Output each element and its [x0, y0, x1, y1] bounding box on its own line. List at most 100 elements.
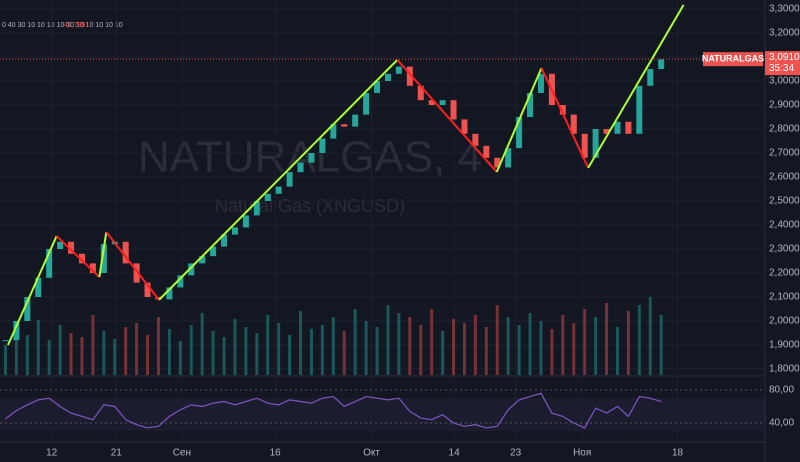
x-tick-label: 14 [449, 448, 461, 459]
candle-body [188, 263, 195, 276]
volume-bar [561, 315, 565, 375]
candle-body [46, 249, 53, 278]
candle-body [57, 241, 64, 249]
volume-bar [353, 309, 357, 375]
candle-body [133, 263, 140, 283]
candle-body [286, 172, 293, 187]
candle-body [341, 124, 348, 127]
candle-body [89, 263, 96, 273]
volume-bar [288, 335, 292, 375]
candle-body [231, 227, 238, 235]
volume-bar [178, 341, 182, 375]
x-tick-label: 18 [672, 448, 684, 459]
volume-bar [299, 311, 303, 375]
volume-bar [342, 331, 346, 375]
candle-body [330, 124, 337, 139]
candle-body [461, 119, 468, 134]
volume-bar [550, 329, 554, 375]
y-tick-label: 2,3000 [769, 244, 800, 255]
x-tick-label: 21 [111, 448, 123, 459]
y-tick-label: 1,8000 [769, 364, 800, 375]
candle-body [559, 105, 566, 115]
volume-bar [605, 303, 609, 375]
zigzag-segment [7, 235, 58, 346]
candle-body [417, 85, 424, 101]
y-tick-label: 2,8000 [769, 124, 800, 135]
rsi-line [5, 392, 662, 429]
candle-body [221, 234, 228, 247]
volume-bar [309, 329, 313, 375]
candle-body [592, 129, 599, 158]
volume-bar [47, 340, 51, 375]
volume-bar [320, 325, 324, 375]
candle-body [166, 287, 173, 300]
legend-value: 41,7991 [64, 22, 89, 29]
rsi-tick-label: 80,00 [769, 385, 794, 396]
volume-bar [36, 320, 40, 375]
y-tick-label: 2,5000 [769, 196, 800, 207]
zigzag-segment [98, 231, 108, 278]
x-tick-label: Ноя [573, 448, 591, 459]
volume-bar [495, 305, 499, 375]
y-tick-label: 2,9000 [769, 100, 800, 111]
volume-bar [375, 327, 379, 375]
volume-bar [419, 325, 423, 375]
candle-body [24, 297, 31, 321]
volume-bar [255, 333, 259, 375]
candle-body [527, 93, 534, 117]
zigzag-segment [540, 67, 590, 169]
volume-bar [408, 317, 412, 375]
volume-bar [266, 315, 270, 375]
y-tick-label: 2,4000 [769, 220, 800, 231]
volume-bar [211, 331, 215, 375]
candle-body [428, 100, 435, 105]
candle-body [319, 138, 326, 153]
y-tick-label: 2,6000 [769, 172, 800, 183]
candle-body [625, 121, 632, 134]
candle-body [242, 215, 249, 228]
volume-bar [91, 315, 95, 375]
volume-bar [386, 305, 390, 375]
volume-bar [113, 339, 117, 375]
countdown-label: 35:34 [769, 63, 794, 74]
candle-body [450, 100, 457, 120]
candle-body [35, 277, 42, 297]
zigzag-segment [55, 235, 101, 278]
volume-bar [462, 323, 466, 375]
volume-bar [80, 337, 84, 375]
candle-body [210, 246, 217, 257]
candle-body [122, 241, 129, 264]
volume-bar [69, 333, 73, 375]
candle-body [516, 117, 523, 149]
volume-bar [637, 305, 641, 375]
candle-body [483, 145, 490, 158]
volume-bar [167, 329, 171, 375]
candle-body [614, 121, 621, 134]
candle-body [68, 241, 75, 254]
volume-bar [14, 330, 18, 375]
volume-bar [615, 327, 619, 375]
volume-bar [583, 309, 587, 375]
y-tick-label: 3,2000 [769, 28, 800, 39]
symbol-tag [703, 52, 763, 67]
candle-body [13, 321, 20, 341]
candle-body [297, 162, 304, 173]
rsi-tick-label: 40,00 [769, 418, 794, 429]
volume-bar [506, 317, 510, 375]
volume-bar [441, 331, 445, 375]
candle-body [647, 69, 654, 86]
y-tick-label: 3,3000 [769, 4, 800, 15]
volume-bar [277, 323, 281, 375]
candle-body [570, 114, 577, 134]
zigzag-segment [105, 231, 160, 301]
volume-bar [331, 317, 335, 375]
price-label: 3,0910 [769, 52, 800, 63]
volume-bar [102, 331, 106, 375]
candle-body [177, 275, 184, 288]
volume-bar [200, 313, 204, 375]
volume-bar [430, 309, 434, 375]
candle-body [308, 153, 315, 163]
